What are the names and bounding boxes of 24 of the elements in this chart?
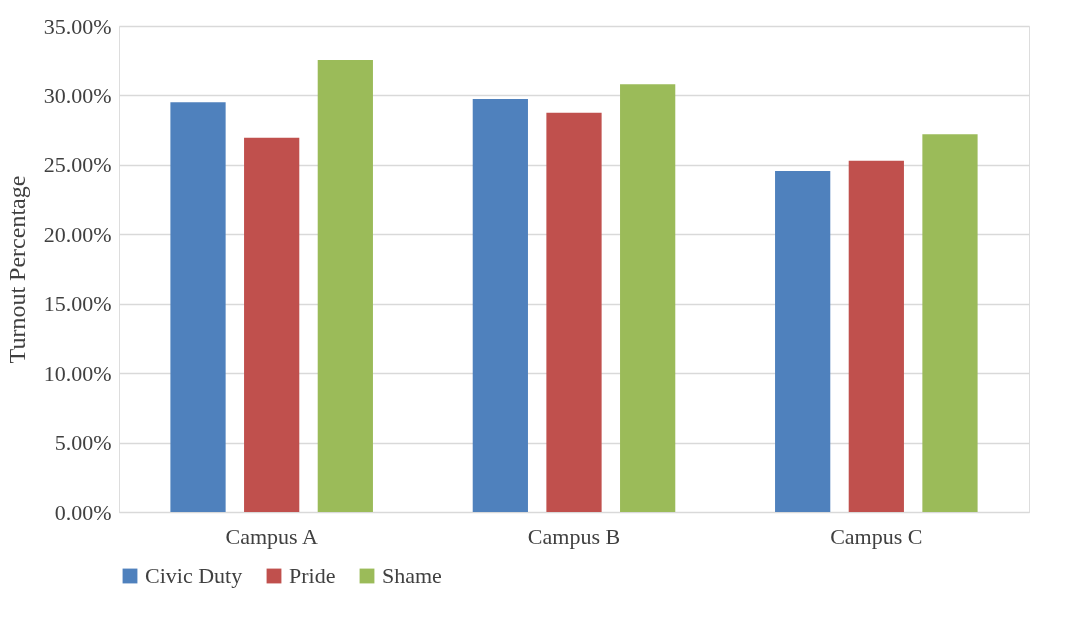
x-tick-label: Campus A (225, 523, 318, 549)
legend-label: Pride (289, 563, 336, 588)
y-axis-title: Turnout Percentage (3, 175, 30, 364)
bar (620, 84, 676, 512)
bar (775, 171, 831, 512)
bar (472, 98, 528, 512)
y-tick-label: 20.00% (43, 221, 112, 247)
y-tick-label: 0.00% (54, 499, 112, 525)
y-tick-label: 35.00% (43, 13, 112, 39)
x-tick-label: Campus B (527, 523, 621, 549)
bar (170, 102, 226, 512)
bar (848, 160, 904, 512)
bar (546, 112, 602, 512)
y-tick-label: 30.00% (43, 82, 112, 108)
y-tick-label: 25.00% (43, 152, 112, 178)
y-tick-label: 15.00% (43, 291, 112, 317)
y-tick-label: 5.00% (54, 430, 112, 456)
bar (317, 60, 373, 512)
x-tick-label: Campus C (830, 523, 923, 549)
bar (922, 134, 978, 512)
bar (244, 137, 300, 512)
legend-label: Civic Duty (145, 563, 243, 588)
y-tick-label: 10.00% (43, 360, 112, 386)
legend-label: Shame (382, 563, 442, 588)
